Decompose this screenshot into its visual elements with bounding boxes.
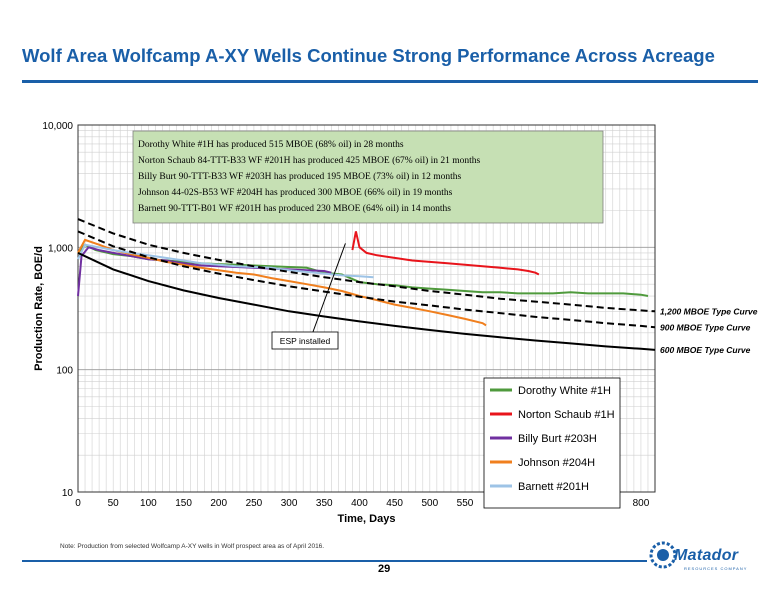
footer-divider xyxy=(22,560,647,562)
logo-subtext: RESOURCES COMPANY xyxy=(684,566,748,571)
x-tick-label: 800 xyxy=(633,498,650,509)
x-tick-label: 150 xyxy=(175,498,192,509)
legend-label: Barnett #201H xyxy=(518,481,589,493)
series-line xyxy=(77,238,487,327)
matador-logo-icon xyxy=(649,541,677,569)
x-tick-label: 200 xyxy=(210,498,227,509)
type-curve xyxy=(77,251,656,351)
type-curve-label: 600 MBOE Type Curve xyxy=(660,345,751,355)
summary-line: Barnett 90-TTT-B01 WF #201H has produced… xyxy=(138,203,451,214)
x-tick-label: 250 xyxy=(246,498,263,509)
y-tick-label: 1,000 xyxy=(48,243,73,254)
plot-frame xyxy=(77,124,656,493)
page-number: 29 xyxy=(378,563,391,575)
x-tick-label: 300 xyxy=(281,498,298,509)
legend-label: Johnson #204H xyxy=(518,457,595,469)
summary-line: Billy Burt 90-TTT-B33 WF #203H has produ… xyxy=(138,171,462,182)
summary-line: Johnson 44-02S-B53 WF #204H has produced… xyxy=(138,187,453,198)
type-curve xyxy=(77,230,656,329)
x-tick-label: 450 xyxy=(386,498,403,509)
title-divider xyxy=(22,80,758,83)
page-title: Wolf Area Wolfcamp A-XY Wells Continue S… xyxy=(22,45,715,66)
footnote: Note: Production from selected Wolfcamp … xyxy=(60,543,325,550)
x-tick-label: 500 xyxy=(421,498,438,509)
callout-text: ESP installed xyxy=(280,336,331,346)
x-axis-title: Time, Days xyxy=(338,513,396,525)
y-tick-label: 100 xyxy=(56,366,73,377)
summary-box xyxy=(132,130,604,224)
x-tick-label: 100 xyxy=(140,498,157,509)
y-tick-label: 10 xyxy=(62,488,74,499)
x-tick-label: 50 xyxy=(108,498,120,509)
x-tick-label: 400 xyxy=(351,498,368,509)
production-chart: 0501001502002503003504004505005506006507… xyxy=(33,121,758,525)
x-tick-label: 350 xyxy=(316,498,333,509)
series-line xyxy=(77,243,374,279)
callout-arrow xyxy=(312,243,346,333)
legend-label: Norton Schaub #1H xyxy=(518,409,615,421)
type-curve-label: 900 MBOE Type Curve xyxy=(660,322,751,332)
summary-line: Norton Schaub 84-TTT-B33 WF #201H has pr… xyxy=(138,155,481,166)
type-curve-label: 1,200 MBOE Type Curve xyxy=(660,306,758,316)
legend-label: Billy Burt #203H xyxy=(518,433,597,445)
y-tick-label: 10,000 xyxy=(42,121,73,132)
callout-box xyxy=(271,331,339,350)
x-tick-label: 550 xyxy=(457,498,474,509)
type-curve xyxy=(77,218,656,313)
series-line xyxy=(351,231,540,276)
summary-line: Dorothy White #1H has produced 515 MBOE … xyxy=(138,139,404,150)
legend-label: Dorothy White #1H xyxy=(518,385,611,397)
logo-text: Matador xyxy=(674,547,739,564)
y-axis-title: Production Rate, BOE/d xyxy=(33,246,45,371)
x-tick-label: 0 xyxy=(75,498,81,509)
